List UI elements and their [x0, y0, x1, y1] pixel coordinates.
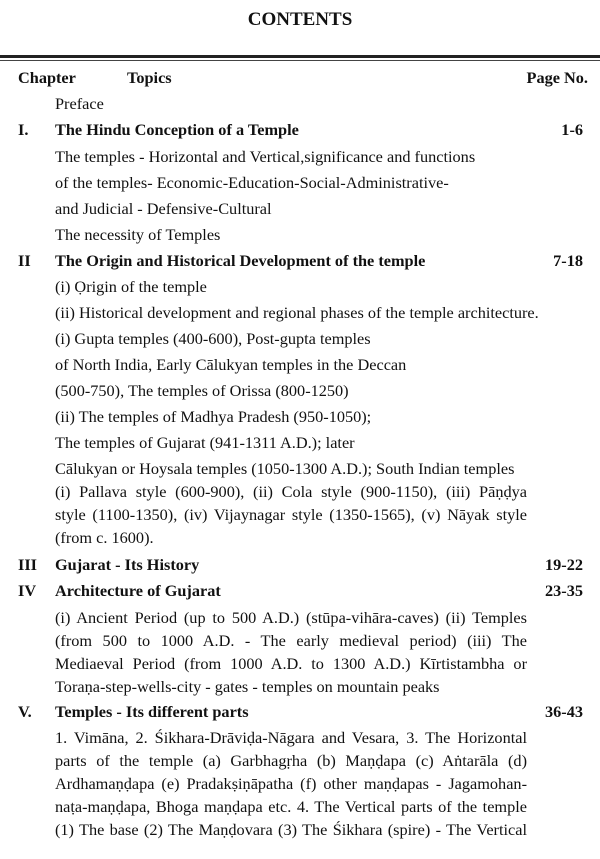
topic-line: naṭa-maṇḍapa, Bhoga maṇḍapa etc. 4. The …: [55, 797, 527, 816]
topic-line: The necessity of Temples: [55, 225, 221, 244]
header-topics: Topics: [127, 68, 172, 87]
topic-line: (ii) The temples of Madhya Pradesh (950-…: [55, 407, 372, 426]
chapter-title: The Hindu Conception of a Temple: [55, 120, 299, 139]
topic-line: Ardhamaṇḍapa (e) Pradakṣiṇāpatha (f) oth…: [55, 774, 527, 793]
topic-line: The temples of Gujarat (941-1311 A.D.); …: [55, 433, 355, 452]
topic-line: of the temples- Economic-Education-Socia…: [55, 173, 449, 192]
topic-line: (from 500 to 1000 A.D. - The early medie…: [55, 631, 527, 650]
chapter-title: Temples - Its different parts: [55, 702, 249, 721]
chapter-number: II: [18, 251, 31, 270]
topic-line: (i) Ancient Period (up to 500 A.D.) (stū…: [55, 608, 527, 627]
topic-line: Mediaeval Period (from 1000 A.D. to 1300…: [55, 654, 527, 673]
topic-line: (i) Gupta temples (400-600), Post-gupta …: [55, 329, 371, 348]
preface-entry: Preface: [55, 94, 104, 113]
topic-line: Cālukyan or Hoysala temples (1050-1300 A…: [55, 459, 515, 478]
chapter-title: Gujarat - Its History: [55, 555, 200, 574]
chapter-number: IV: [18, 581, 37, 600]
chapter-number: I.: [18, 120, 29, 139]
topic-line: parts of the temple (a) Garbhagṛha (b) M…: [55, 751, 527, 770]
chapter-number: V.: [18, 702, 32, 721]
chapter-pages: 7-18: [553, 251, 583, 270]
chapter-number: III: [18, 555, 38, 574]
topic-line: The temples - Horizontal and Vertical,si…: [55, 147, 476, 166]
topic-line: Toraṇa-step-wells-city - gates - temples…: [55, 677, 440, 696]
chapter-pages: 19-22: [545, 555, 583, 574]
divider-thin: [0, 60, 600, 61]
topic-line: (500-750), The temples of Orissa (800-12…: [55, 381, 349, 400]
chapter-pages: 36-43: [545, 702, 583, 721]
topic-line: (i) Pallava style (600-900), (ii) Cola s…: [55, 482, 527, 501]
topic-line: and Judicial - Defensive-Cultural: [55, 199, 272, 218]
divider-thick: [0, 55, 600, 58]
chapter-pages: 23-35: [545, 581, 583, 600]
topic-line: 1. Vimāna, 2. Śikhara-Drāviḍa-Nāgara and…: [55, 728, 527, 747]
topic-line: (ii) Historical development and regional…: [55, 303, 539, 322]
header-page-no: Page No.: [526, 68, 589, 87]
chapter-title: Architecture of Gujarat: [55, 581, 221, 600]
chapter-pages: 1-6: [561, 120, 583, 139]
topic-line: (from c. 1600).: [55, 528, 154, 547]
chapter-title: The Origin and Historical Development of…: [55, 251, 426, 270]
topic-line: (1) The base (2) The Maṇḍovara (3) The Ś…: [55, 820, 527, 839]
header-chapter: Chapter: [18, 68, 76, 87]
topic-line: (i) Ọrigin of the temple: [55, 277, 207, 296]
topic-line: style (1100-1350), (iv) Vijaynagar style…: [55, 505, 527, 524]
page-title: CONTENTS: [247, 9, 353, 30]
topic-line: of North India, Early Cālukyan temples i…: [55, 355, 407, 374]
